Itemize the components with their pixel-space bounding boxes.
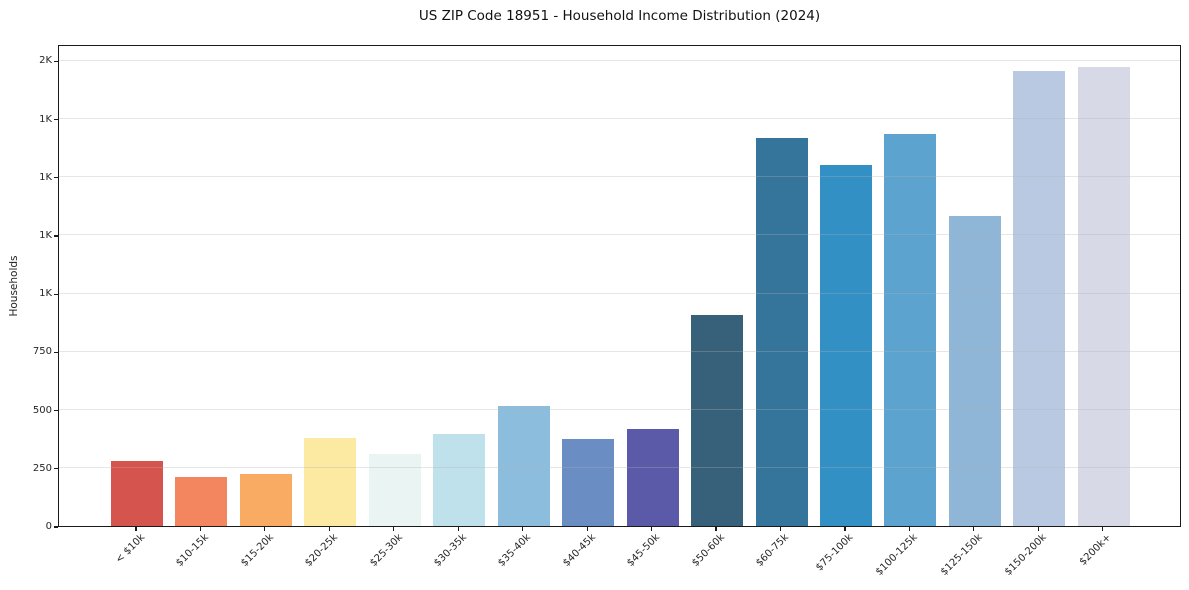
bar-35-40k — [497, 406, 550, 526]
bar-15-20k — [239, 473, 292, 526]
y-tick-mark — [54, 177, 58, 179]
bar-60-75k — [755, 138, 808, 526]
y-tick-label: 250 — [32, 462, 52, 474]
x-tick-mark — [1102, 527, 1104, 531]
bar-10-15k — [175, 477, 228, 526]
x-tick-mark — [328, 527, 330, 531]
x-tick-mark — [135, 527, 137, 531]
x-tick-mark — [457, 527, 459, 531]
x-tick-mark — [715, 527, 717, 531]
y-tick-mark — [54, 409, 58, 412]
bar-25-30k — [368, 453, 421, 526]
bar-150-200k — [1013, 70, 1066, 526]
bar-40-45k — [562, 438, 615, 526]
x-tick-mark — [973, 527, 975, 531]
y-tick-mark — [54, 118, 58, 121]
bar-75-100k — [819, 165, 872, 526]
y-tick-label: 1K — [39, 229, 52, 241]
y-tick-label: 500 — [32, 404, 52, 416]
bar-45-50k — [626, 429, 679, 526]
x-tick-mark — [908, 527, 910, 531]
x-tick-mark — [522, 527, 524, 531]
x-tick-mark — [779, 527, 782, 531]
bar-10k — [111, 460, 163, 526]
y-tick-label: 750 — [32, 346, 52, 358]
x-tick-mark — [1037, 527, 1039, 531]
x-tick-mark — [393, 527, 395, 531]
bar-100-125k — [884, 133, 937, 526]
y-tick-mark — [54, 526, 58, 528]
y-tick-label: 2K — [39, 55, 52, 67]
y-tick-label: 1K — [39, 171, 52, 183]
y-axis-label: Households — [8, 255, 20, 317]
bars-layer — [59, 46, 1180, 526]
x-tick-mark — [264, 527, 266, 531]
y-tick-mark — [54, 293, 58, 295]
y-tick-label: 1K — [39, 113, 52, 125]
x-tick-mark — [199, 527, 202, 531]
y-tick-mark — [54, 468, 58, 470]
x-tick-mark — [586, 527, 588, 531]
chart-title: US ZIP Code 18951 - Household Income Dis… — [418, 8, 821, 24]
bar-30-35k — [433, 434, 486, 526]
x-tick-mark — [844, 527, 846, 531]
y-tick-mark — [54, 60, 58, 62]
y-tick-mark — [54, 351, 58, 353]
y-tick-label: 0 — [45, 521, 52, 532]
bar-50-60k — [691, 315, 744, 526]
x-tick-mark — [651, 527, 653, 531]
bar-20-25k — [304, 437, 357, 526]
bar-200k — [1077, 67, 1130, 526]
bar-125-150k — [948, 216, 1001, 526]
plot-area — [58, 45, 1181, 527]
y-tick-mark — [54, 235, 58, 237]
y-tick-label: 1K — [39, 288, 52, 300]
